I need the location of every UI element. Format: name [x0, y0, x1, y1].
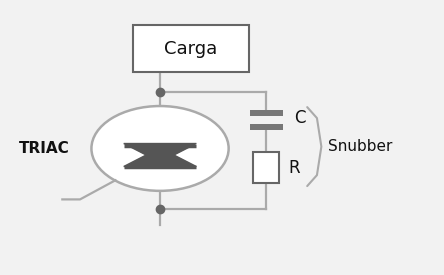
Bar — [134, 25, 249, 72]
Bar — [250, 110, 283, 116]
Text: TRIAC: TRIAC — [18, 141, 69, 156]
Text: C: C — [294, 109, 305, 127]
Bar — [254, 152, 279, 183]
Polygon shape — [124, 148, 196, 166]
Text: Carga: Carga — [164, 40, 218, 57]
Text: R: R — [288, 159, 300, 177]
Bar — [250, 123, 283, 130]
Text: Snubber: Snubber — [328, 139, 392, 154]
Polygon shape — [124, 144, 196, 162]
Circle shape — [91, 106, 229, 191]
